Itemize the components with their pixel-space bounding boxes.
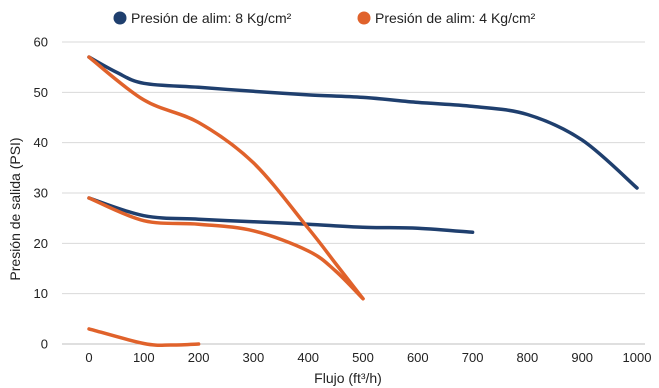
x-tick-label: 200 xyxy=(188,350,210,365)
x-tick-label: 1000 xyxy=(623,350,652,365)
y-tick-labels: 0 10 20 30 40 50 60 xyxy=(34,35,48,352)
series-2-line-2 xyxy=(87,196,365,301)
legend-label: Presión de alim: 8 Kg/cm² xyxy=(131,10,292,26)
y-axis-title: Presión de salida (PSI) xyxy=(7,137,23,280)
legend-marker xyxy=(357,11,371,25)
y-tick-label: 30 xyxy=(34,186,48,201)
x-tick-label: 700 xyxy=(462,350,484,365)
y-tick-label: 10 xyxy=(34,286,48,301)
grid-lines xyxy=(62,41,645,345)
series-2-line-1 xyxy=(87,55,365,301)
series-1-line-2 xyxy=(87,196,475,235)
x-tick-labels: 0 100 200 300 400 500 600 700 800 900 1000 xyxy=(85,350,651,365)
x-axis-title: Flujo (ft³/h) xyxy=(314,370,382,386)
legend-label: Presión de alim: 4 Kg/cm² xyxy=(375,10,536,26)
x-tick-label: 600 xyxy=(407,350,429,365)
series-lines xyxy=(87,55,639,347)
legend-marker xyxy=(113,11,127,25)
x-tick-label: 900 xyxy=(571,350,593,365)
x-tick-label: 300 xyxy=(243,350,265,365)
x-tick-label: 0 xyxy=(85,350,92,365)
series-1-line-1 xyxy=(87,55,639,190)
y-tick-label: 60 xyxy=(34,35,48,50)
y-tick-label: 20 xyxy=(34,236,48,251)
x-tick-label: 500 xyxy=(352,350,374,365)
y-tick-label: 50 xyxy=(34,85,48,100)
x-tick-label: 100 xyxy=(133,350,155,365)
x-tick-label: 800 xyxy=(517,350,539,365)
x-tick-label: 400 xyxy=(297,350,319,365)
series-2-line-3 xyxy=(87,327,201,347)
legend: Presión de alim: 8 Kg/cm² Presión de alim… xyxy=(113,10,536,26)
y-tick-label: 40 xyxy=(34,135,48,150)
y-tick-label: 0 xyxy=(41,337,48,352)
